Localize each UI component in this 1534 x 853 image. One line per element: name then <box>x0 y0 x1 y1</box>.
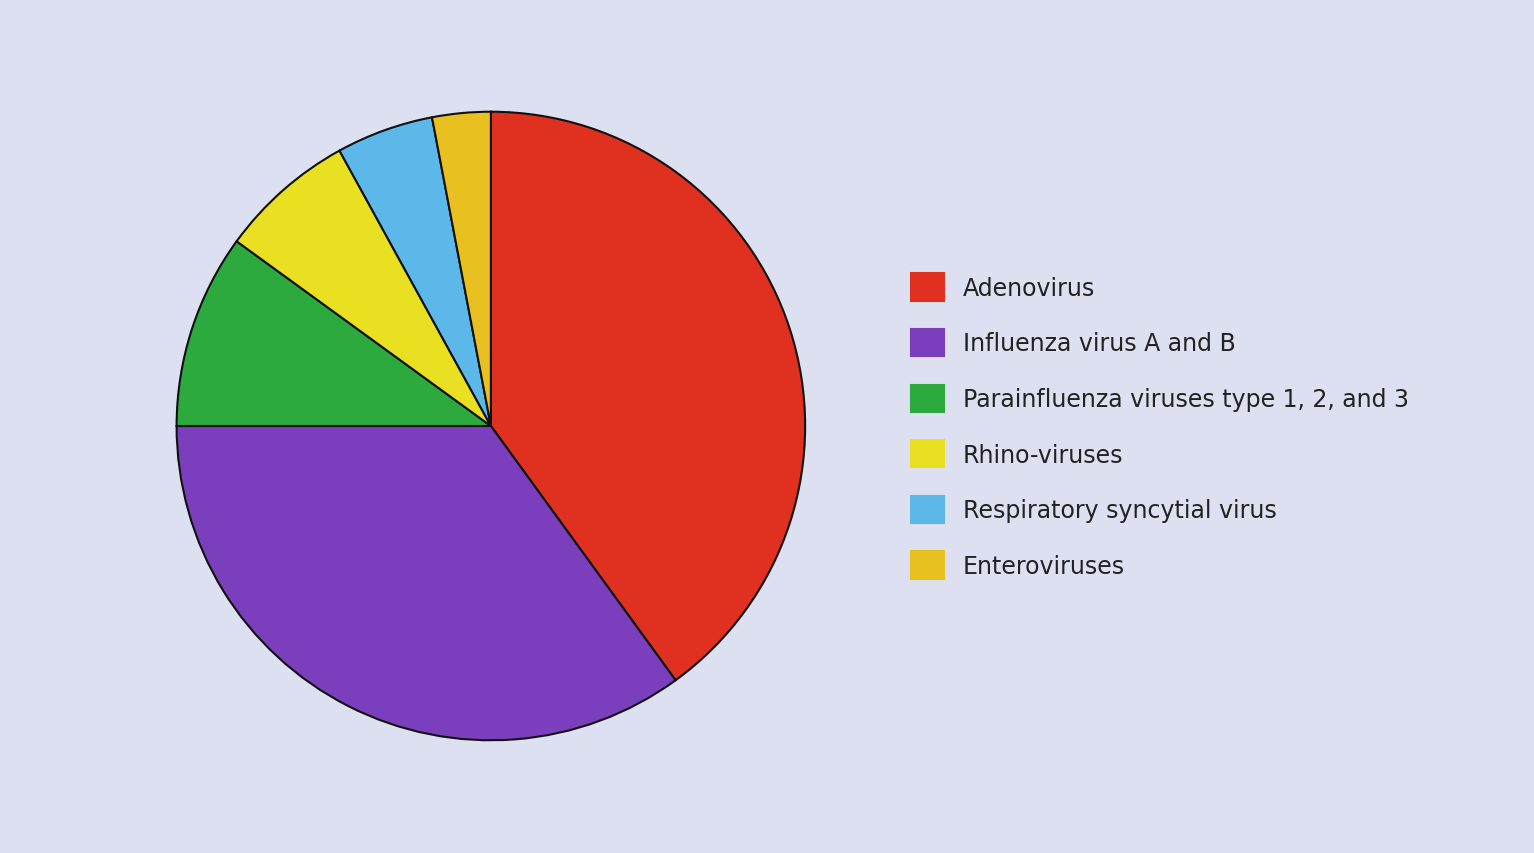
Wedge shape <box>176 242 491 426</box>
Wedge shape <box>491 113 805 681</box>
Wedge shape <box>339 119 491 426</box>
Wedge shape <box>176 426 675 740</box>
Wedge shape <box>433 113 491 426</box>
Legend: Adenovirus, Influenza virus A and B, Parainfluenza viruses type 1, 2, and 3, Rhi: Adenovirus, Influenza virus A and B, Par… <box>902 264 1419 589</box>
Wedge shape <box>236 152 491 426</box>
